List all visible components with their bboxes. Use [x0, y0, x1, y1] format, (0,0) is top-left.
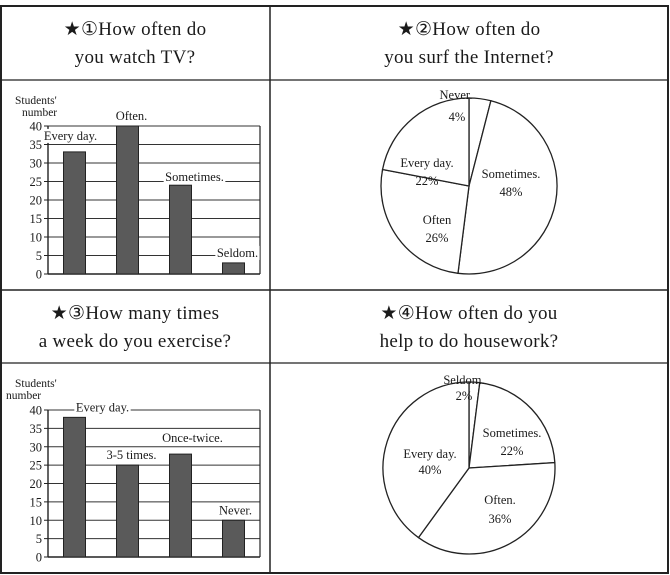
chart-2-bar-label-never: Never. — [219, 503, 252, 517]
question-1-title-line1: ★①How often do — [63, 19, 207, 40]
chart-0-bar-label-often: Often. — [116, 109, 148, 123]
chart-0-ytick-label: 40 — [30, 120, 43, 134]
chart-3-slice-value-seldom: 2% — [456, 389, 473, 403]
chart-3-slice-sometimes — [468, 381, 556, 469]
question-3-header: ★③How many times a week do you exercise? — [0, 290, 270, 363]
chart-0-ytick-label: 35 — [30, 138, 43, 152]
chart-3-slice-value-every-day: 40% — [419, 463, 442, 477]
chart-0-ytick-label: 10 — [30, 231, 43, 245]
chart-2-bar-label-bg — [160, 431, 225, 446]
chart-2-bar-label-bg — [74, 400, 131, 415]
chart-0-bar-label-bg — [114, 109, 149, 123]
chart-0-bar-often — [116, 125, 139, 275]
chart-2-bar-every-day — [63, 416, 86, 558]
chart-0-bar-sometimes — [169, 184, 192, 275]
chart-2-ylabel-line2: number — [6, 390, 41, 402]
chart-2-ylabel-line1: Students' — [15, 378, 57, 390]
chart-1-slice-value-every-day: 22% — [416, 174, 439, 188]
chart-1-slice-label-often: Often — [423, 213, 452, 227]
chart-2-ytick-label: 5 — [36, 532, 42, 546]
chart-0-ytick-label: 0 — [36, 268, 42, 282]
chart-1-slice-label-never: Never. — [440, 88, 473, 102]
chart-0-bar-label-seldom: Seldom. — [217, 246, 258, 260]
chart-0-bar-seldom — [222, 262, 245, 275]
chart-3-slice-label-often: Often. — [484, 493, 516, 507]
chart-3-slice-value-sometimes: 22% — [501, 444, 524, 458]
chart-0-ytick-label: 20 — [30, 194, 43, 208]
exercise-bar-chart: Students'number 0 5 10 15 20 25 30 35 40 Every day… — [6, 378, 261, 565]
chart-0-bar-label-sometimes: Sometimes. — [165, 170, 224, 184]
question-2-title-line1: ★②How often do — [397, 19, 541, 40]
chart-0-bar-label-bg — [215, 245, 260, 260]
question-2-title-line2: you surf the Internet? — [384, 47, 554, 68]
chart-1-slice-label-every-day: Every day. — [400, 156, 453, 170]
question-1-title-line2: you watch TV? — [74, 47, 196, 68]
question-4-title-line1: ★④How often do you — [380, 303, 558, 324]
question-3-title: ★③How many times a week do you exercise? — [0, 300, 270, 356]
chart-3-slice-every-day — [382, 381, 470, 539]
chart-2-bar-label-every-day: Every day. — [76, 400, 129, 414]
chart-2-ytick-label: 20 — [30, 477, 43, 491]
chart-3-slice-often — [417, 461, 556, 555]
question-3-title-line1: ★③How many times — [50, 303, 220, 324]
chart-3-slice-label-every-day: Every day. — [403, 447, 456, 461]
chart-1-slice-label-sometimes: Sometimes. — [482, 167, 541, 181]
chart-3-slice-label-seldom: Seldom. — [443, 373, 484, 387]
chart-0-ytick-label: 15 — [30, 212, 43, 226]
chart-2-bar-never — [222, 519, 245, 558]
chart-2-ytick-label: 30 — [30, 440, 43, 454]
chart-0-bar-label-bg — [42, 128, 99, 143]
chart-0-bar-every-day — [63, 151, 86, 275]
chart-1-slice-value-never: 4% — [449, 110, 466, 124]
chart-3-slice-label-sometimes: Sometimes. — [483, 426, 542, 440]
chart-2-bar-3-5-times — [116, 464, 139, 558]
chart-1-slice-value-often: 26% — [426, 231, 449, 245]
chart-2-bar-once-twice — [169, 453, 192, 558]
question-2-title: ★②How often do you surf the Internet? — [270, 16, 668, 72]
chart-2-bar-label-3-5-times: 3-5 times. — [107, 448, 157, 462]
chart-0-ylabel-line2: number — [22, 107, 57, 119]
question-4-title: ★④How often do you help to do housework? — [270, 300, 668, 356]
chart-1-slice-value-sometimes: 48% — [500, 185, 523, 199]
question-4-title-line2: help to do housework? — [379, 331, 559, 352]
chart-0-bar-label-every-day: Every day. — [44, 129, 97, 143]
chart-1-slice-sometimes — [457, 99, 558, 275]
question-3-title-line2: a week do you exercise? — [38, 331, 232, 352]
chart-2-bar-label-bg — [105, 448, 158, 463]
chart-2-bar-label-bg — [217, 503, 254, 518]
internet-pie-chart: Never. 4% Sometimes. 48% Often 26% Every day. 2… — [380, 88, 558, 275]
chart-2-bar-label-once-twice: Once-twice. — [162, 431, 223, 445]
question-4-header: ★④How often do you help to do housework? — [270, 290, 668, 363]
chart-0-ytick-label: 5 — [36, 249, 42, 263]
chart-2-ytick-label: 40 — [30, 404, 43, 418]
chart-2-ytick-label: 0 — [36, 551, 42, 565]
question-2-header: ★②How often do you surf the Internet? — [270, 6, 668, 80]
chart-0-bar-label-bg — [163, 170, 226, 185]
chart-1-slice-every-day — [381, 97, 470, 187]
chart-0-ytick-label: 30 — [30, 157, 43, 171]
chart-2-ytick-label: 15 — [30, 495, 43, 509]
chart-2-ytick-label: 25 — [30, 459, 43, 473]
question-1-title: ★①How often do you watch TV? — [0, 16, 270, 72]
chart-1-slice-often — [380, 168, 470, 275]
chart-3-slice-value-often: 36% — [489, 512, 512, 526]
chart-0-ylabel-line1: Students' — [15, 95, 57, 107]
chart-2-ytick-label: 10 — [30, 514, 43, 528]
question-1-header: ★①How often do you watch TV? — [0, 6, 270, 80]
chart-0-ytick-label: 25 — [30, 175, 43, 189]
chart-2-ytick-label: 35 — [30, 422, 43, 436]
housework-pie-chart: Seldom. 2% Sometimes. 22% Often. 36% Every day… — [382, 373, 556, 555]
